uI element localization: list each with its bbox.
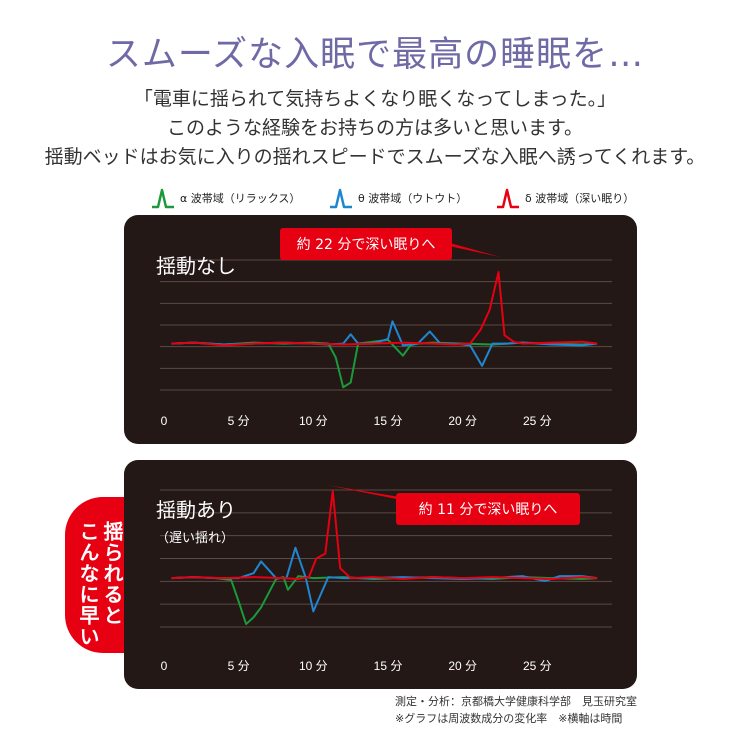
legend-label: δ 波帯域（深い眠り） [525,192,635,205]
intro-line: このような経験をお持ちの方は多いと思います。 [166,117,584,139]
wave-spike-icon [497,188,519,209]
x-tick-label: 0 [161,659,168,673]
chart-subtitle: （遅い揺れ） [156,531,234,546]
chart-title: 揺動あり [156,498,236,522]
footnote: 測定・分析：京都橋大学健康科学部 見玉研究室 ※グラフは周波数成分の変化率 ※横… [395,693,637,727]
x-tick-label: 15 分 [374,414,403,428]
annotation-box [396,493,580,525]
x-tick-label: 25 分 [523,659,552,673]
page-headline: スムーズな入眠で最高の睡眠を… [105,35,645,75]
line-chart: 0 5 分 10 分 15 分 20 分 25 分 揺動なし 約 22 分で深い眠りへ [156,228,612,428]
x-tick-label: 25 分 [523,414,552,428]
side-badge-line: 揺られると [100,521,124,626]
side-badge-line: こんなに早い [76,521,100,647]
intro-line: 「電車に揺られて気持ちよくなり眠くなってしまった。」 [133,88,617,110]
footnote-line: ※グラフは周波数成分の変化率 ※横軸は時間 [395,712,623,725]
line-chart: 0 5 分 10 分 15 分 20 分 25 分 揺動あり （遅い揺れ） 約 11 分で深い眠… [156,485,612,673]
wave-spike-icon [152,188,174,209]
x-tick-label: 20 分 [448,414,477,428]
intro-text: 「電車に揺られて気持ちよくなり眠くなってしまった。」 このような経験をお持ちの方… [0,85,750,172]
x-tick-label: 20 分 [448,659,477,673]
x-tick-label: 0 [161,414,168,428]
annotation-label: 約 22 分で深い眠りへ [297,237,436,253]
footnote-line: 測定・分析：京都橋大学健康科学部 見玉研究室 [395,695,637,708]
series-line [171,489,598,581]
x-tick-label: 5 分 [228,659,250,673]
legend-label: α 波帯域（リラックス） [180,192,301,205]
legend-label: θ 波帯域（ウトウト） [358,192,468,205]
wave-spike-icon [330,188,352,209]
annotation-label: 約 11 分で深い眠りへ [419,502,558,518]
x-tick-label: 15 分 [374,659,403,673]
chart-legend: α 波帯域（リラックス） θ 波帯域（ウトウト） δ 波帯域（深い眠り） [0,186,750,210]
chart-panel-without-rocking: 0 5 分 10 分 15 分 20 分 25 分 揺動なし 約 22 分で深い眠りへ [124,215,637,444]
legend-item-theta: θ 波帯域（ウトウト） [330,186,467,210]
x-tick-label: 5 分 [228,414,250,428]
x-tick-label: 10 分 [299,659,328,673]
legend-item-alpha: α 波帯域（リラックス） [152,186,300,210]
intro-line: 揺動ベッドはお気に入りの揺れスピードでスムーズな入眠へ誘ってくれます。 [44,146,706,168]
series-line [171,271,598,347]
annotation-box [280,228,452,260]
legend-item-delta: δ 波帯域（深い眠り） [497,186,634,210]
chart-title: 揺動なし [156,254,236,278]
x-tick-label: 10 分 [299,414,328,428]
chart-panel-with-rocking: 0 5 分 10 分 15 分 20 分 25 分 揺動あり （遅い揺れ） 約 11 分で深い眠… [124,460,637,689]
series-line [171,575,598,626]
